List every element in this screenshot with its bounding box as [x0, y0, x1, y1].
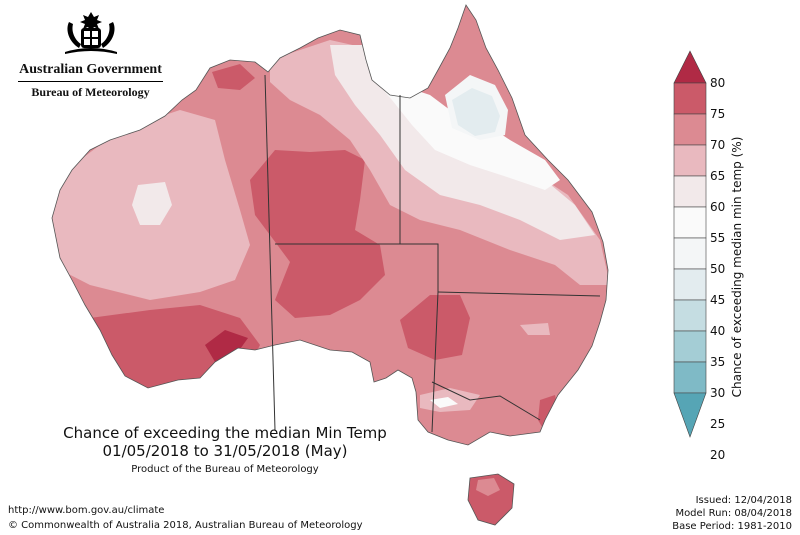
legend-title: Chance of exceeding median min temp (%) — [730, 136, 744, 398]
legend-bin-55-60 — [673, 175, 707, 208]
source-url[interactable]: http://www.bom.gov.au/climate — [8, 505, 165, 516]
legend-bin-30-35 — [673, 330, 707, 363]
title-line-1: Chance of exceeding the median Min Temp — [63, 424, 387, 442]
legend-tick: 55 — [710, 231, 725, 245]
legend-bin-45-50 — [673, 237, 707, 270]
base-period: Base Period: 1981-2010 — [672, 521, 792, 532]
bom-logo: Australian Government Bureau of Meteorol… — [18, 8, 163, 100]
legend-tick: 70 — [710, 138, 725, 152]
legend-tick: 75 — [710, 107, 725, 121]
coat-of-arms-icon — [64, 12, 117, 54]
legend-bin-65-70 — [673, 113, 707, 146]
map-title: Chance of exceeding the median Min Temp … — [40, 424, 410, 475]
legend-tick: 50 — [710, 262, 725, 276]
copyright-text: © Commonwealth of Australia 2018, Austra… — [8, 520, 363, 531]
legend-tick: 60 — [710, 200, 725, 214]
legend-bin-70-75 — [673, 82, 707, 115]
legend-tick: 30 — [710, 386, 725, 400]
legend-tick: 20 — [710, 448, 725, 462]
legend-bin-40-45 — [673, 268, 707, 301]
legend-bin-50-55 — [673, 206, 707, 239]
legend-bin-25-30 — [673, 361, 707, 394]
issued-date: Issued: 12/04/2018 — [695, 495, 792, 506]
legend-arrow-top — [673, 50, 707, 84]
australia-map — [51, 4, 609, 526]
legend-tick: 65 — [710, 169, 725, 183]
legend-tick: 35 — [710, 355, 725, 369]
legend-bin-35-40 — [673, 299, 707, 332]
legend-arrow-bottom — [673, 392, 707, 438]
legend-colorbar: 80 75 70 65 60 55 50 45 40 35 30 25 20 — [673, 50, 725, 462]
model-run-date: Model Run: 08/04/2018 — [675, 508, 792, 519]
legend-bin-60-65 — [673, 144, 707, 177]
legend-tick: 45 — [710, 293, 725, 307]
legend-tick: 40 — [710, 324, 725, 338]
issue-info: Issued: 12/04/2018 Model Run: 08/04/2018… — [672, 494, 792, 533]
government-name: Australian Government — [19, 62, 162, 77]
legend-tick: 25 — [710, 417, 725, 431]
title-line-2: 01/05/2018 to 31/05/2018 (May) — [102, 442, 348, 460]
agency-name: Bureau of Meteorology — [18, 81, 163, 100]
title-line-3: Product of the Bureau of Meteorology — [131, 464, 319, 475]
legend-tick: 80 — [710, 76, 725, 90]
